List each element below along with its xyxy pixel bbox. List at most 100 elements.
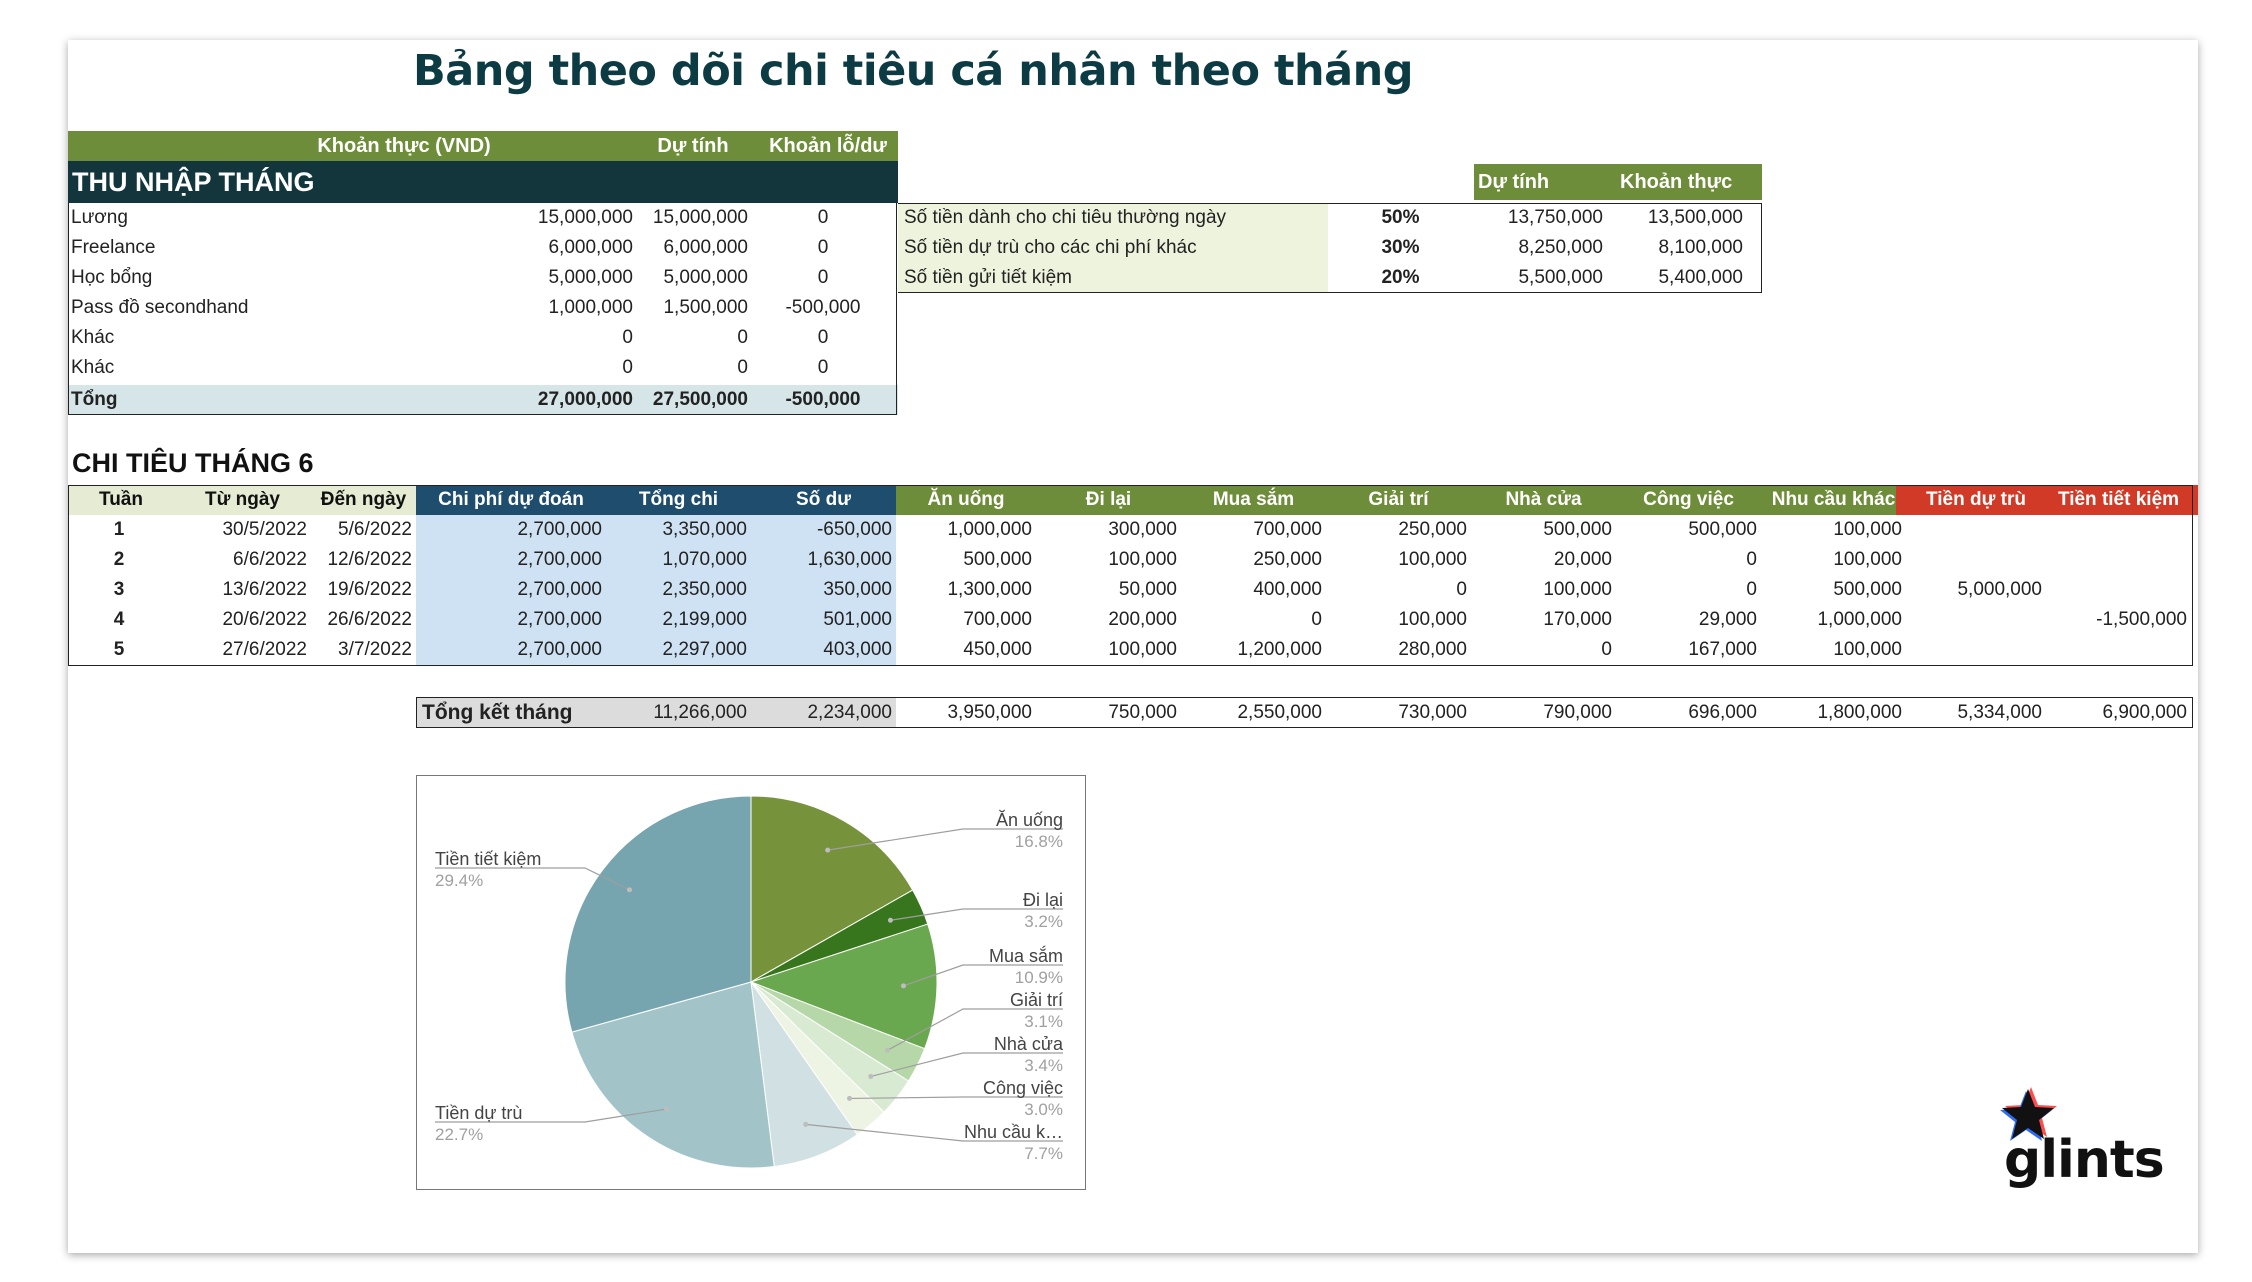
income-row-diff: 0	[817, 357, 829, 378]
expense-cell: 500,000	[1688, 519, 1757, 540]
income-section-title: THU NHẬP THÁNG	[72, 167, 315, 197]
expense-cell: 200,000	[1108, 609, 1177, 630]
glints-star-icon	[2000, 1087, 2057, 1141]
expense-cell: 501,000	[823, 609, 892, 630]
pie-leader-dot	[664, 1106, 670, 1112]
allocation-col-plan: Dự tính	[1478, 171, 1550, 193]
expense-cell: 280,000	[1398, 639, 1467, 660]
expense-col-header: Ăn uống	[927, 489, 1005, 510]
pie-leader-dot	[847, 1095, 853, 1101]
expense-cell: 100,000	[1398, 609, 1467, 630]
pie-leader-line	[849, 1096, 1063, 1100]
pie-leader-line	[903, 964, 1063, 987]
expense-cell: 13/6/2022	[222, 579, 307, 600]
expense-cell: 2,700,000	[517, 579, 602, 600]
income-row-actual: 15,000,000	[537, 207, 633, 228]
expense-cell: 1,070,000	[662, 549, 747, 570]
income-section-bar: THU NHẬP THÁNG	[68, 161, 898, 203]
summary-value: 750,000	[1108, 702, 1177, 723]
pie-leader-line	[805, 1123, 1063, 1142]
glints-logo-text: glints	[2004, 1130, 2165, 1190]
expense-cell	[2046, 515, 2187, 545]
summary-label: Tổng kết tháng	[422, 701, 573, 724]
income-row-actual: 0	[622, 327, 633, 348]
income-total-label: Tổng	[71, 389, 118, 410]
expense-col-header: Giải trí	[1368, 489, 1429, 510]
expense-cell: 250,000	[1398, 519, 1467, 540]
income-row-label: Lương	[71, 207, 128, 228]
expense-cell: 2,350,000	[662, 579, 747, 600]
income-row-label: Khác	[71, 357, 115, 378]
allocation-row-actual: 13,500,000	[1647, 207, 1743, 228]
expense-cell: 12/6/2022	[327, 549, 412, 570]
expense-pie-chart: Ăn uống 16.8% Đi lại 3.2% Mua sắm 10.9% Giải t…	[416, 775, 1086, 1190]
expense-cell: 1	[113, 519, 125, 540]
expense-budget-column-bg	[416, 515, 896, 665]
expense-cell: 300,000	[1108, 519, 1177, 540]
expense-cell: 100,000	[1108, 639, 1177, 660]
expense-cell: 0	[1746, 549, 1757, 570]
expense-cell: 170,000	[1543, 609, 1612, 630]
expense-cell	[2046, 575, 2187, 605]
expense-cell	[1906, 545, 2042, 575]
expense-cell: 700,000	[1253, 519, 1322, 540]
pie-slice-percent: 16.8%	[1015, 832, 1063, 851]
expense-cell: 2,700,000	[517, 639, 602, 660]
expense-cell: 400,000	[1253, 579, 1322, 600]
income-col-plan: Dự tính	[657, 135, 729, 157]
expense-cell: 26/6/2022	[327, 609, 412, 630]
income-total-diff: -500,000	[785, 389, 861, 410]
income-row-label: Freelance	[71, 237, 156, 258]
pie-leader-dot	[887, 917, 893, 923]
summary-value: 5,334,000	[1957, 702, 2042, 723]
income-table-border	[68, 203, 897, 415]
income-row-label: Pass đồ secondhand	[71, 297, 249, 318]
pie-slice	[750, 795, 914, 983]
summary-grey-bg	[416, 697, 896, 727]
expense-cell: 4	[113, 609, 125, 630]
allocation-row-plan: 8,250,000	[1518, 237, 1603, 258]
pie-slice-percent: 3.4%	[1024, 1056, 1063, 1075]
pie-leader-dot	[803, 1121, 809, 1127]
pie-slice-percent: 7.7%	[1024, 1144, 1063, 1163]
income-row-plan: 15,000,000	[652, 207, 748, 228]
expense-cell: 3/7/2022	[338, 639, 412, 660]
pie-slice-percent: 3.0%	[1024, 1100, 1063, 1119]
summary-value: 2,234,000	[807, 702, 892, 723]
pie-slice-label: Tiền dự trù	[435, 1103, 522, 1123]
pie-leader-line	[435, 1108, 667, 1123]
allocation-row-actual: 5,400,000	[1658, 267, 1743, 288]
expense-cell: 5,000,000	[1957, 579, 2042, 600]
expense-cell: 3	[113, 579, 125, 600]
income-row-diff: 0	[817, 207, 829, 228]
expense-cell: 700,000	[963, 609, 1032, 630]
expense-cell: 250,000	[1253, 549, 1322, 570]
income-row-diff: 0	[817, 237, 829, 258]
expense-cell: -650,000	[816, 519, 892, 540]
expense-cell: 500,000	[1543, 519, 1612, 540]
pie-slice-percent: 22.7%	[435, 1125, 483, 1144]
expense-cell: 5	[113, 639, 125, 660]
pie-slice-label: Công việc	[983, 1078, 1063, 1098]
pie-leader-line	[870, 1052, 1063, 1078]
summary-value: 1,800,000	[1817, 702, 1902, 723]
expense-cell: 20/6/2022	[222, 609, 307, 630]
expense-cell: 6/6/2022	[233, 549, 307, 570]
pie-leader-line	[887, 1008, 1063, 1051]
pie-slice-label: Tiền tiết kiệm	[435, 849, 541, 869]
expense-col-header: Nhà cửa	[1505, 489, 1582, 510]
pie-slice-label: Nhu cầu k…	[964, 1122, 1063, 1142]
expense-col-header: Nhu cầu khác	[1771, 489, 1896, 510]
expense-cell: 403,000	[823, 639, 892, 660]
expense-cell: 450,000	[963, 639, 1032, 660]
allocation-row-label: Số tiền dành cho chi tiêu thường ngày	[904, 207, 1227, 228]
pie-slice-percent: 3.1%	[1024, 1012, 1063, 1031]
income-row-plan: 0	[737, 357, 748, 378]
expense-col-header: Đến ngày	[320, 489, 407, 510]
expense-cell: 2,700,000	[517, 549, 602, 570]
expense-cell: 20,000	[1553, 549, 1612, 570]
income-row-plan: 1,500,000	[663, 297, 748, 318]
summary-value: 790,000	[1543, 702, 1612, 723]
income-row-plan: 0	[737, 327, 748, 348]
summary-value: 11,266,000	[653, 702, 747, 723]
